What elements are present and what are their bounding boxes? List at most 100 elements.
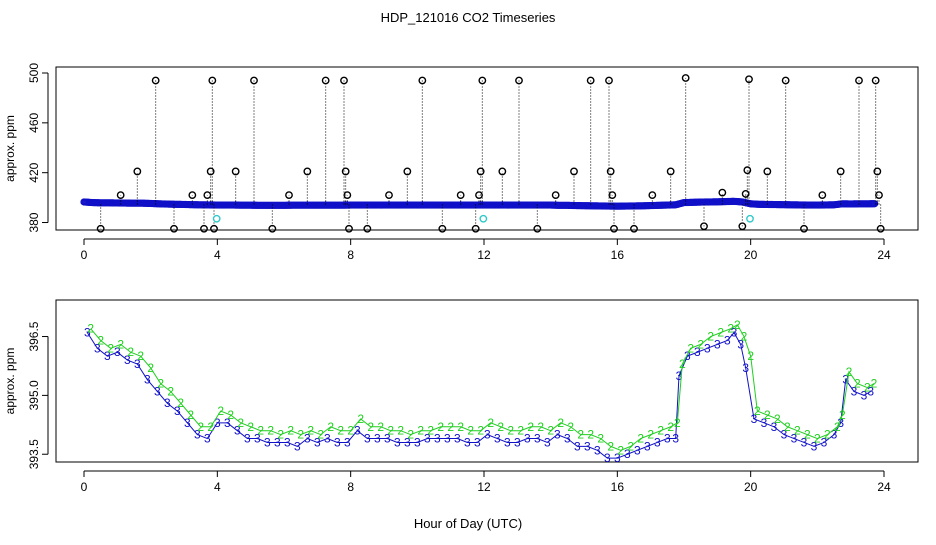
series-point-3: 3: [574, 439, 581, 453]
series-point-3: 3: [84, 326, 91, 340]
series-point-3: 3: [124, 353, 131, 367]
x-tick-label: 16: [611, 480, 625, 494]
spike-point: [630, 224, 638, 233]
top-panel: 0 4 8 12 16 20 24 380 420 460 500 approx. ppm: [3, 63, 919, 262]
series-point-2: 2: [447, 420, 454, 434]
series-point-3: 3: [334, 435, 341, 449]
spike-point: [745, 75, 753, 84]
spike-point: [648, 191, 657, 200]
series-point-2: 2: [197, 420, 204, 434]
series-point-2: 2: [247, 420, 254, 434]
spike-point: [743, 166, 752, 175]
spike-point: [188, 191, 197, 200]
series-point-3: 3: [851, 384, 858, 398]
series-point-3: 3: [867, 384, 874, 398]
series-point-2: 2: [407, 428, 414, 442]
series-point-2: 2: [307, 424, 314, 438]
series-point-2: 2: [347, 424, 354, 438]
x-tick-label: 20: [744, 480, 758, 494]
series-point-2: 2: [167, 384, 174, 398]
series-point-2: 2: [741, 330, 748, 344]
series-point-3: 3: [584, 439, 591, 453]
spike-point: [836, 167, 845, 176]
series-point-3: 3: [731, 326, 738, 340]
series-point-3: 3: [294, 439, 301, 453]
series-point-3: 3: [781, 428, 788, 442]
series-point-3: 3: [801, 435, 808, 449]
series-line-3: [86, 331, 871, 459]
series-point-3: 3: [304, 432, 311, 446]
series-point-3: 3: [737, 337, 744, 351]
series-point-3: 3: [394, 435, 401, 449]
spike-point: [343, 191, 352, 200]
series-point-2: 2: [557, 416, 564, 430]
spike-point: [268, 224, 277, 233]
spike-point: [666, 167, 675, 176]
series-point-3: 3: [364, 432, 371, 446]
x-tick-label: 0: [81, 480, 88, 494]
spike-point: [763, 167, 772, 176]
spike-point: [533, 224, 542, 233]
spike-point: [151, 76, 160, 85]
series-point-3: 3: [704, 341, 711, 355]
series-point-3: 3: [214, 416, 221, 430]
spike-point: [303, 167, 312, 176]
chart-title: HDP_121016 CO2 Timeseries: [381, 10, 556, 25]
series-point-2: 2: [267, 424, 274, 438]
series-point-2: 2: [587, 428, 594, 442]
y-tick-label: 380: [27, 212, 41, 232]
series-point-3: 3: [374, 432, 381, 446]
spike-point: [551, 191, 560, 200]
series-point-3: 3: [204, 432, 211, 446]
series-point-2: 2: [617, 443, 624, 457]
series-point-2: 2: [774, 412, 781, 426]
series-point-2: 2: [597, 432, 604, 446]
series-point-3: 3: [861, 388, 868, 402]
series-point-2: 2: [754, 404, 761, 418]
spike-point: [478, 76, 487, 85]
spike-point: [873, 167, 882, 176]
series-point-3: 3: [354, 424, 361, 438]
series-point-2: 2: [747, 349, 754, 363]
series-point-3: 3: [264, 435, 271, 449]
spike-point: [471, 224, 480, 233]
series-point-2: 2: [357, 412, 364, 426]
series-point-2: 2: [527, 420, 534, 434]
series-point-2: 2: [627, 439, 634, 453]
spike-point: [781, 76, 790, 85]
series-point-2: 2: [287, 424, 294, 438]
series-point-3: 3: [761, 416, 768, 430]
series-point-2: 2: [467, 424, 474, 438]
spike-point: [606, 167, 615, 176]
series-point-3: 3: [664, 432, 671, 446]
series-point-3: 3: [494, 432, 501, 446]
x-tick-label: 12: [477, 480, 491, 494]
series-point-3: 3: [821, 435, 828, 449]
series-point-2: 2: [147, 361, 154, 375]
x-axis-label: Hour of Day (UTC): [414, 516, 522, 531]
series-point-2: 2: [687, 341, 694, 355]
series-point-2: 2: [237, 416, 244, 430]
series-point-2: 2: [794, 424, 801, 438]
spike-point: [586, 76, 595, 85]
spike-point: [605, 76, 613, 85]
spike-point: [133, 167, 142, 176]
series-point-2: 2: [297, 428, 304, 442]
series-point-2: 2: [177, 396, 184, 410]
x-tick-label: 0: [81, 248, 88, 262]
spike-point: [608, 191, 617, 200]
series-point-2: 2: [727, 322, 734, 336]
series-point-3: 3: [284, 435, 291, 449]
spike-point: [871, 76, 880, 85]
spike-point: [610, 224, 618, 233]
series-point-2: 2: [137, 349, 144, 363]
series-point-3: 3: [534, 432, 541, 446]
series-point-2: 2: [517, 424, 524, 438]
spike-point: [515, 76, 523, 85]
spike-point: [116, 191, 125, 200]
series-point-3: 3: [114, 345, 121, 359]
series-point-2: 2: [734, 318, 741, 332]
series-point-3: 3: [684, 349, 691, 363]
